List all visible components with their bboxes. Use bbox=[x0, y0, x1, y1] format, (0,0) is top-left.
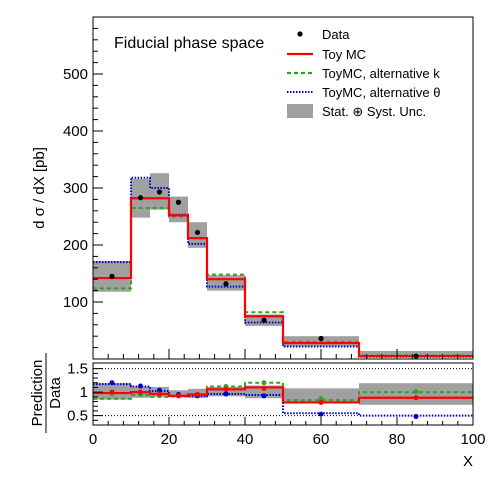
ratio-point bbox=[413, 389, 419, 395]
ratio-point bbox=[176, 393, 181, 399]
legend-label-data: Data bbox=[322, 27, 350, 42]
ratio-point bbox=[109, 380, 115, 386]
legend-data-marker bbox=[297, 31, 303, 37]
ratio-point bbox=[261, 385, 267, 391]
legend-unc-swatch bbox=[287, 104, 313, 118]
data-point bbox=[318, 335, 324, 342]
legend-label-alt-k: ToyMC, alternative k bbox=[322, 66, 440, 81]
ratio-point bbox=[109, 389, 115, 395]
ratio-points bbox=[109, 380, 419, 420]
ratio-y-title-bottom: Data bbox=[47, 377, 64, 409]
series-line bbox=[93, 176, 473, 358]
main-axis-ticks: 100 200 300 400 500 bbox=[63, 27, 474, 359]
ratio-point bbox=[223, 386, 229, 392]
legend-label-alt-theta: ToyMC, alternative θ bbox=[322, 85, 441, 100]
ratio-point bbox=[261, 393, 267, 399]
ratio-y-tick-label: 1 bbox=[80, 384, 88, 401]
x-tick-label: 20 bbox=[161, 431, 178, 448]
x-tick-label: 80 bbox=[389, 431, 406, 448]
series-lines bbox=[93, 176, 473, 358]
ratio-point bbox=[318, 396, 324, 402]
x-tick-label: 60 bbox=[313, 431, 330, 448]
data-point bbox=[223, 281, 229, 287]
ratio-point bbox=[318, 399, 324, 405]
y-tick-label: 500 bbox=[63, 66, 88, 83]
y-tick-label: 100 bbox=[63, 294, 88, 311]
y-tick-label: 400 bbox=[63, 123, 88, 140]
ratio-point bbox=[157, 391, 162, 397]
data-point bbox=[175, 199, 182, 205]
ratio-plot-frame bbox=[92, 362, 474, 426]
y-tick-label: 300 bbox=[63, 180, 88, 197]
ratio-y-title: Prediction Data bbox=[29, 353, 64, 433]
ratio-point bbox=[138, 383, 143, 389]
annotation-text: Fiducial phase space bbox=[114, 35, 264, 52]
ratio-y-title-top: Prediction bbox=[29, 360, 46, 427]
x-tick-label: 40 bbox=[237, 431, 254, 448]
data-point bbox=[194, 229, 201, 236]
ratio-point bbox=[261, 380, 267, 386]
ratio-y-tick-label: 0.5 bbox=[67, 408, 88, 425]
legend: Data Toy MC ToyMC, alternative k ToyMC, … bbox=[287, 27, 441, 119]
x-tick-label: 100 bbox=[460, 431, 485, 448]
ratio-point bbox=[413, 414, 419, 420]
data-point bbox=[261, 317, 267, 323]
ratio-point bbox=[318, 411, 324, 417]
ratio-band-bin bbox=[283, 388, 359, 403]
data-point bbox=[413, 353, 419, 359]
ratio-y-tick-label: 1.5 bbox=[67, 361, 88, 378]
x-axis-title: X bbox=[463, 453, 473, 470]
ratio-guide-lines bbox=[93, 368, 473, 417]
ratio-point bbox=[157, 387, 162, 393]
data-point bbox=[156, 189, 163, 195]
data-point bbox=[137, 195, 144, 201]
y-tick-label: 200 bbox=[63, 237, 88, 254]
x-tick-label: 0 bbox=[89, 431, 97, 448]
legend-label-unc: Stat. ⊕ Syst. Unc. bbox=[322, 104, 426, 119]
ratio-point bbox=[413, 395, 419, 401]
legend-label-toymc: Toy MC bbox=[322, 47, 366, 62]
y-axis-title: d σ / dX [pb] bbox=[31, 147, 48, 229]
ratio-point bbox=[195, 391, 200, 397]
ratio-axis-ticks: 0.5 1 1.5 0 20 40 60 80 100 bbox=[67, 361, 485, 448]
ratio-point bbox=[138, 389, 143, 395]
data-point bbox=[109, 273, 115, 279]
data-points bbox=[109, 189, 419, 359]
ratio-point bbox=[223, 391, 229, 397]
series-line bbox=[93, 197, 473, 358]
